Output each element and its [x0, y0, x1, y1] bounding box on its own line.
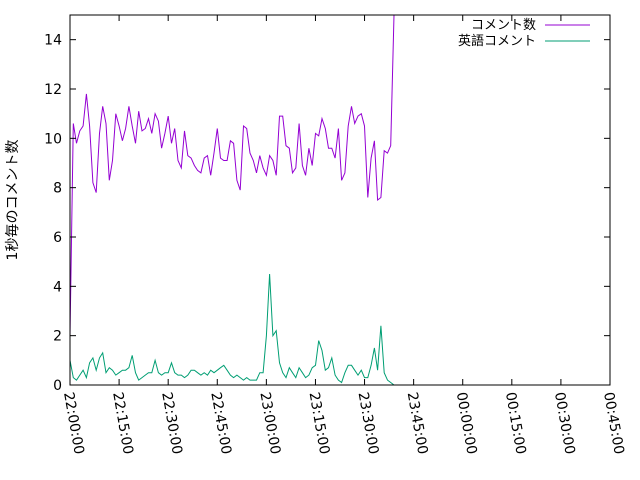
x-tick-label: 22:00:00	[60, 391, 87, 456]
chart-ticks: 0 2 4 6 8 10 12 14 22:00:00 22:15:00 22:30:00 22:45…	[44, 15, 627, 456]
x-tick-label: 00:00:00	[453, 391, 480, 456]
x-tick-label: 00:30:00	[551, 391, 578, 456]
x-tick-label: 00:45:00	[600, 391, 627, 456]
y-tick-label: 4	[53, 279, 62, 295]
x-tick-label: 23:30:00	[355, 391, 382, 456]
x-tick-label: 00:15:00	[502, 391, 529, 456]
y-tick-label: 10	[44, 131, 62, 147]
y-tick-label: 12	[44, 82, 62, 98]
y-tick-label: 2	[53, 329, 62, 345]
y-tick-label: 0	[53, 378, 62, 394]
y-tick-label: 8	[53, 181, 62, 197]
x-tick-label: 23:15:00	[306, 391, 333, 456]
y-tick-label: 14	[44, 33, 62, 49]
y-axis-label: 1秒毎のコメント数	[5, 140, 21, 261]
legend-label-2: 英語コメント	[458, 33, 536, 49]
x-tick-label: 23:00:00	[256, 391, 283, 456]
chart-marks	[69, 14, 395, 386]
x-tick-label: 22:45:00	[207, 391, 234, 456]
plot-frame	[69, 14, 611, 386]
x-tick-label: 23:45:00	[404, 391, 431, 456]
x-tick-label: 22:15:00	[109, 391, 136, 456]
series-line-2	[69, 273, 395, 386]
legend-label-1: コメント数	[471, 18, 536, 33]
x-tick-label: 22:30:00	[158, 391, 185, 456]
y-tick-label: 6	[53, 230, 62, 246]
series-line-1	[69, 14, 395, 336]
